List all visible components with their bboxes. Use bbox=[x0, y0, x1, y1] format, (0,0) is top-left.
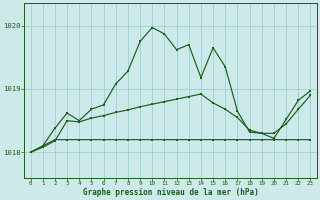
X-axis label: Graphe pression niveau de la mer (hPa): Graphe pression niveau de la mer (hPa) bbox=[83, 188, 258, 197]
